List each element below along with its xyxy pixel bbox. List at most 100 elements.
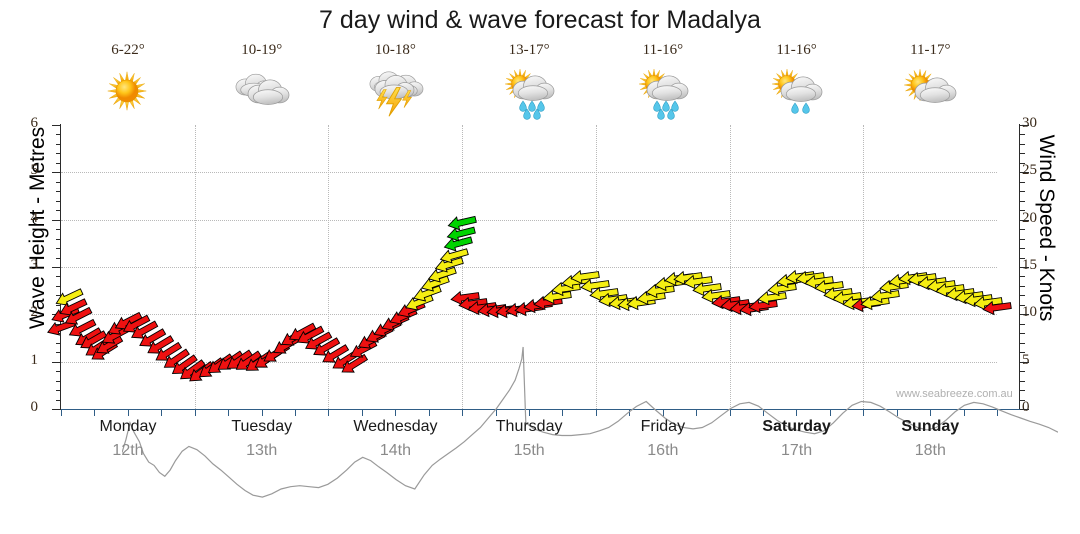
- axis-tick-bottom: [94, 410, 96, 416]
- axis-tick-right: [1020, 238, 1025, 240]
- axis-tick-left: [56, 342, 61, 344]
- wind-arrow: [550, 279, 582, 298]
- gridline-2m: [61, 314, 997, 316]
- axis-tick-right: [1020, 248, 1025, 250]
- axis-tick-left: [56, 162, 61, 164]
- axis-tick-left: [52, 219, 61, 221]
- y-tick-right-30: 30: [1022, 115, 1037, 131]
- day-date-monday: 12th: [112, 442, 144, 459]
- axis-tick-right: [1020, 267, 1029, 268]
- axis-tick-left: [56, 390, 61, 392]
- sun-cloud-light-rain-icon: [730, 62, 864, 120]
- axis-tick-right: [1020, 181, 1025, 183]
- axis-tick-bottom: [61, 410, 62, 416]
- wind-arrow: [869, 286, 901, 305]
- wind-arrow: [346, 336, 380, 363]
- day-date-saturday: 17th: [780, 442, 813, 459]
- axis-tick-left: [52, 267, 61, 268]
- day-name-monday: Monday: [99, 418, 157, 435]
- axis-tick-right: [1020, 333, 1025, 335]
- axis-tick-right: [1020, 162, 1025, 164]
- axis-tick-right: [1020, 399, 1025, 401]
- wind-arrow: [597, 290, 629, 309]
- wind-arrow: [756, 288, 788, 307]
- axis-tick-right: [1020, 257, 1025, 259]
- axis-tick-right: [1020, 200, 1025, 202]
- x-axis-line: [60, 409, 1020, 410]
- y-tick-left-2: 2: [30, 304, 39, 321]
- axis-tick-left: [56, 371, 61, 373]
- wind-arrow: [127, 317, 161, 345]
- axis-tick-right: [1020, 380, 1025, 382]
- day-divider-2: [328, 125, 330, 409]
- axis-tick-bottom: [997, 410, 998, 416]
- y-tick-right-5: 5: [1022, 351, 1030, 368]
- axis-tick-right: [1020, 125, 1029, 126]
- wind-arrow: [403, 290, 436, 315]
- axis-tick-right: [1020, 153, 1025, 155]
- axis-tick-bottom: [963, 410, 965, 416]
- y-axis-right-line: [1019, 124, 1020, 410]
- axis-tick-right: [1020, 191, 1025, 193]
- wind-arrow: [878, 277, 910, 296]
- y-tick-left-5: 5: [30, 162, 39, 179]
- axis-tick-bottom: [729, 410, 731, 416]
- axis-tick-left: [56, 248, 61, 250]
- day-date-tuesday: 13th: [246, 442, 278, 459]
- axis-tick-left: [56, 304, 61, 306]
- day-divider-6: [863, 125, 865, 409]
- axis-tick-left: [56, 143, 61, 145]
- axis-tick-left: [56, 257, 61, 259]
- axis-tick-left: [56, 191, 61, 193]
- axis-tick-bottom: [194, 410, 196, 416]
- day-divider-5: [729, 125, 731, 409]
- axis-tick-bottom: [261, 410, 263, 416]
- axis-tick-left: [56, 229, 61, 231]
- axis-tick-right: [1020, 371, 1025, 373]
- axis-tick-right: [1020, 219, 1029, 221]
- axis-tick-left: [56, 181, 61, 183]
- axis-tick-bottom: [462, 410, 464, 416]
- axis-tick-right: [1020, 390, 1025, 392]
- day-name-sunday: Sunday: [901, 418, 960, 435]
- wind-arrow: [906, 269, 938, 288]
- day-date-friday: 16th: [647, 442, 679, 459]
- day-name-thursday: Thursday: [495, 418, 563, 435]
- y-tick-right-0: 0: [1022, 399, 1030, 415]
- thunderstorm-icon: [328, 62, 462, 120]
- axis-tick-left: [52, 361, 61, 363]
- axis-tick-bottom: [896, 410, 898, 416]
- wind-arrow: [446, 211, 479, 232]
- axis-tick-bottom: [629, 410, 631, 416]
- wind-arrow: [747, 296, 779, 315]
- wind-arrow: [444, 223, 477, 245]
- page-title: 7 day wind & wave forecast for Madalya: [319, 6, 761, 34]
- axis-tick-right: [1020, 172, 1029, 174]
- wind-arrow: [569, 267, 601, 286]
- axis-tick-right: [1020, 210, 1025, 212]
- wind-arrow: [934, 280, 966, 299]
- axis-tick-left: [56, 352, 61, 354]
- wind-arrow: [438, 244, 471, 267]
- axis-tick-left: [56, 323, 61, 325]
- wind-arrow: [944, 283, 976, 302]
- axis-tick-left: [56, 210, 61, 212]
- wind-arrow: [419, 272, 452, 296]
- wind-arrow: [62, 303, 96, 330]
- temperature-range-tuesday: 10-19°: [241, 42, 283, 58]
- axis-tick-right: [1020, 229, 1025, 231]
- day-name-saturday: Saturday: [762, 418, 831, 435]
- watermark: www.seabreeze.com.au: [896, 388, 1013, 400]
- y-tick-left-3: 3: [30, 257, 39, 273]
- wind-arrow: [682, 272, 714, 291]
- axis-tick-left: [56, 295, 61, 297]
- axis-tick-right: [1020, 276, 1025, 278]
- day-date-sunday: 18th: [914, 442, 946, 459]
- wind-arrow: [962, 290, 994, 309]
- y-tick-left-6: 6: [30, 115, 39, 131]
- axis-tick-bottom: [863, 410, 865, 416]
- forecast-chart: 7 day wind & wave forecast for Madalya 6…: [26, 6, 1058, 498]
- sun-cloud-heavy-rain-icon: [596, 62, 730, 120]
- axis-tick-bottom: [763, 410, 764, 416]
- day-divider-4: [595, 125, 597, 409]
